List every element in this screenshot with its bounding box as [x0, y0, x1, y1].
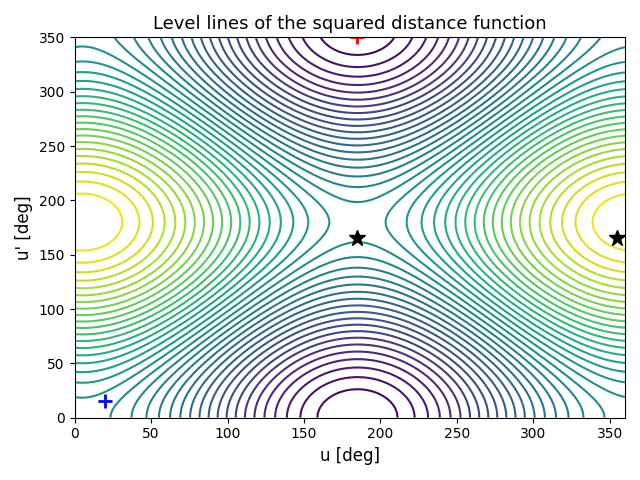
X-axis label: u [deg]: u [deg]	[320, 447, 380, 465]
Title: Level lines of the squared distance function: Level lines of the squared distance func…	[153, 15, 547, 33]
Y-axis label: u' [deg]: u' [deg]	[15, 195, 33, 260]
